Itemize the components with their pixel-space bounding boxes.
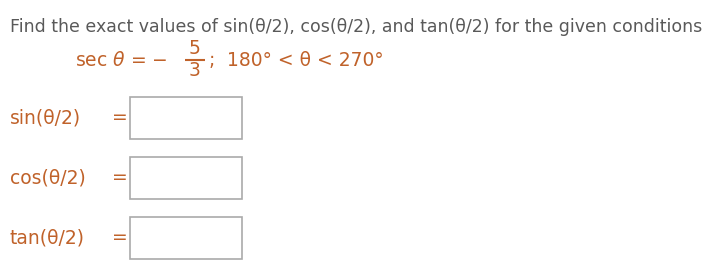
Text: tan(θ/2): tan(θ/2) xyxy=(10,229,85,248)
Text: cos(θ/2): cos(θ/2) xyxy=(10,169,86,188)
Text: sin(θ/2): sin(θ/2) xyxy=(10,109,81,128)
Text: 3: 3 xyxy=(189,61,201,80)
Bar xyxy=(130,157,242,199)
Text: =: = xyxy=(112,169,128,188)
Text: =: = xyxy=(112,109,128,128)
Text: Find the exact values of sin(θ/2), cos(θ/2), and tan(θ/2) for the given conditio: Find the exact values of sin(θ/2), cos(θ… xyxy=(10,18,702,36)
Text: 5: 5 xyxy=(189,39,201,58)
Text: sec $\theta$ = $-$: sec $\theta$ = $-$ xyxy=(75,50,167,69)
Bar xyxy=(130,97,242,139)
Bar xyxy=(130,217,242,259)
Text: 180° < θ < 270°: 180° < θ < 270° xyxy=(227,50,383,69)
Text: =: = xyxy=(112,229,128,248)
Text: ;: ; xyxy=(209,50,216,69)
